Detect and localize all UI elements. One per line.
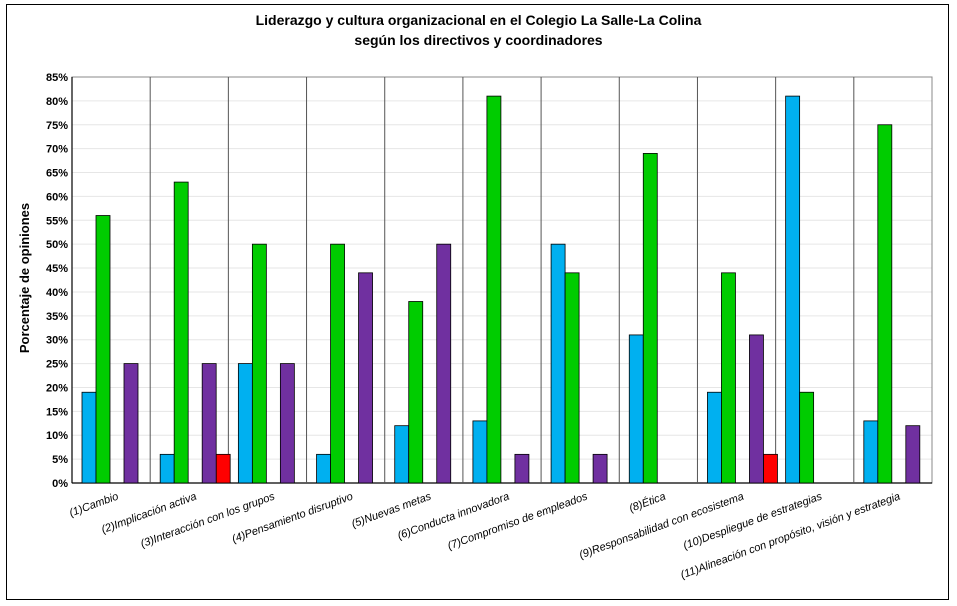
bar [486,95,502,484]
bar [628,334,644,484]
y-tick-label: 75% [46,120,68,132]
bar [642,153,658,484]
bar [763,453,778,484]
y-tick-label: 10% [46,430,68,442]
bar [159,453,175,484]
bar [123,363,139,484]
bar [408,301,424,484]
bar [749,334,764,484]
bar [799,391,815,484]
bar [81,391,97,484]
bar [237,363,253,484]
bar [592,453,608,484]
bar [316,453,331,484]
y-tick-label: 55% [46,215,68,227]
y-tick-label: 25% [46,359,68,371]
category-separators [149,77,855,483]
chart-title-block: Liderazgo y cultura organizacional en el… [0,10,957,50]
bar [707,391,722,484]
bar [95,215,111,484]
bars [81,95,921,484]
y-tick-label: 85% [46,72,68,84]
bar [564,272,580,484]
y-axis-ticks: 0% 5% 10% 15% 20% 25% 30% 35% 40% 45% 50% 55% 60% 65%… [46,72,68,490]
bar [394,425,410,484]
y-tick-label: 35% [46,311,68,323]
y-tick-label: 30% [46,335,68,347]
bar [877,124,893,484]
bar [514,453,530,484]
x-tick-label: (1)Cambio [68,491,120,520]
bar [173,181,189,484]
bar [550,243,566,484]
y-tick-label: 45% [46,263,68,275]
y-tick-label: 65% [46,168,68,180]
bar [215,453,231,484]
bar [785,95,801,484]
y-tick-label: 60% [46,191,68,203]
x-tick-label: (8)Ética [627,490,667,515]
y-axis-label: Porcentaje de opiniones [17,203,32,353]
bar [436,243,452,484]
bar [251,243,267,484]
bar [201,363,217,484]
y-tick-label: 0% [52,478,68,490]
y-tick-label: 20% [46,382,68,394]
bar [472,420,488,484]
bar [279,363,295,484]
y-tick-label: 50% [46,239,68,251]
y-tick-label: 5% [52,454,68,466]
x-tick-label: (3)Interacción con los grupos [139,490,277,550]
bar [905,425,921,484]
y-tick-label: 70% [46,144,68,156]
bar [863,420,879,484]
x-tick-label: (7)Compromiso de empleados [446,490,590,552]
x-axis-ticks: (1)Cambio(2)Implicación activa(3)Interac… [68,490,902,582]
y-tick-label: 40% [46,287,68,299]
y-tick-label: 80% [46,96,68,108]
chart-subtitle: según los directivos y coordinadores [354,32,603,48]
bar [330,243,345,484]
bar [358,272,373,484]
y-tick-label: 15% [46,406,68,418]
bar [721,272,736,484]
chart-title: Liderazgo y cultura organizacional en el… [255,12,702,28]
